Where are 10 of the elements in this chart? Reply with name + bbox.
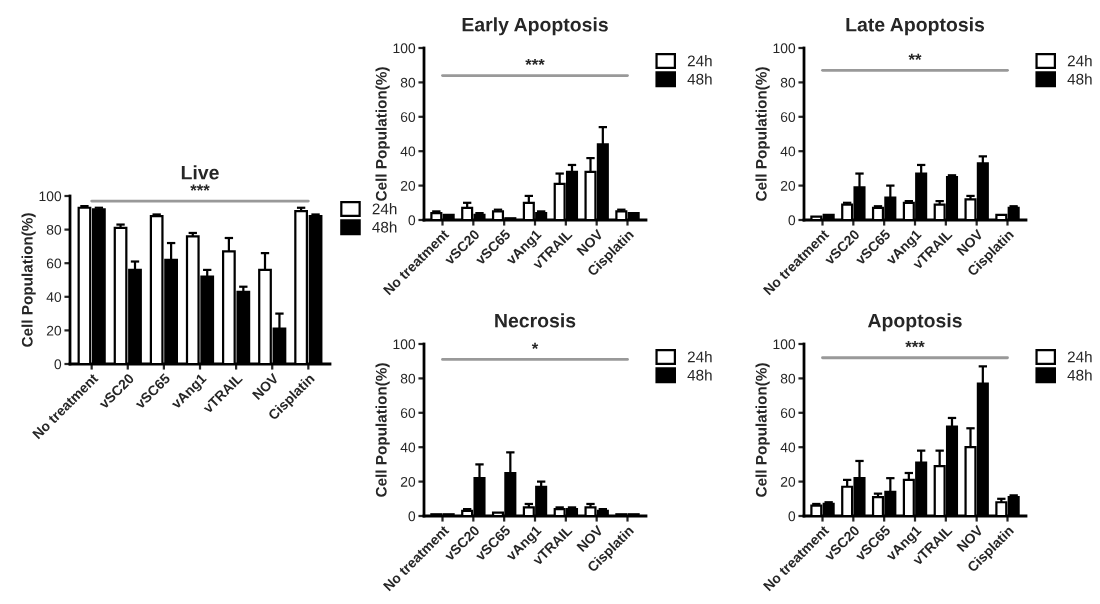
- chart-title: Live: [181, 165, 219, 180]
- chart-title: Necrosis: [495, 313, 576, 328]
- chart-title: Late Apoptosis: [846, 17, 985, 36]
- ref-line-label: ***: [905, 341, 925, 348]
- ref-line-label: ***: [190, 184, 210, 191]
- ref-line-label: **: [908, 53, 922, 60]
- chart-title: Apoptosis: [867, 313, 962, 332]
- chart-title: Early Apoptosis: [462, 17, 608, 36]
- ref-line-label: *: [531, 342, 539, 350]
- ref-line-label: ***: [525, 58, 545, 66]
